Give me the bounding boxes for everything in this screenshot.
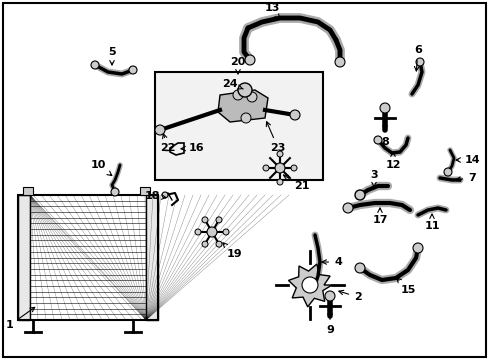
Circle shape	[216, 217, 222, 223]
Circle shape	[155, 125, 164, 135]
Text: 17: 17	[371, 208, 387, 225]
Circle shape	[354, 263, 364, 273]
Text: 21: 21	[283, 175, 309, 191]
Bar	[146, 195, 158, 320]
Circle shape	[290, 165, 296, 171]
Text: 1: 1	[6, 307, 35, 330]
Circle shape	[342, 203, 352, 213]
Text: 16: 16	[181, 143, 203, 153]
Circle shape	[223, 229, 228, 235]
Circle shape	[302, 277, 317, 293]
Text: 8: 8	[380, 122, 388, 147]
Text: 10: 10	[90, 160, 112, 176]
Circle shape	[263, 165, 268, 171]
Circle shape	[325, 291, 334, 301]
Text: 19: 19	[223, 243, 242, 259]
Text: 2: 2	[338, 290, 361, 302]
Circle shape	[129, 66, 137, 74]
Text: 23: 23	[266, 122, 285, 153]
Circle shape	[162, 192, 168, 198]
Bar	[18, 195, 158, 320]
Bar	[18, 195, 30, 320]
Text: 12: 12	[385, 152, 400, 170]
Text: 20: 20	[230, 57, 245, 74]
Text: 11: 11	[424, 214, 439, 231]
Circle shape	[216, 241, 222, 247]
Circle shape	[415, 58, 423, 66]
Text: 13: 13	[264, 3, 279, 19]
Circle shape	[246, 92, 257, 102]
Text: 5: 5	[108, 47, 116, 65]
Text: 18: 18	[144, 191, 166, 201]
Polygon shape	[218, 90, 267, 122]
Text: 22: 22	[160, 134, 175, 153]
Circle shape	[334, 57, 345, 67]
Circle shape	[289, 110, 299, 120]
Text: 24: 24	[222, 79, 243, 89]
Circle shape	[276, 151, 283, 157]
Text: 15: 15	[396, 278, 415, 295]
Circle shape	[232, 90, 243, 100]
Circle shape	[206, 227, 217, 237]
Circle shape	[195, 229, 201, 235]
Circle shape	[241, 113, 250, 123]
Text: 9: 9	[325, 310, 333, 335]
Circle shape	[111, 188, 119, 196]
Text: 3: 3	[369, 170, 377, 187]
Circle shape	[379, 103, 389, 113]
Text: 14: 14	[455, 155, 479, 165]
Circle shape	[354, 190, 364, 200]
Polygon shape	[288, 264, 331, 307]
Bar	[155, 72, 323, 180]
Text: 4: 4	[322, 257, 341, 267]
Circle shape	[373, 136, 381, 144]
Circle shape	[412, 243, 422, 253]
Bar	[23, 187, 33, 195]
Circle shape	[238, 83, 251, 97]
Circle shape	[274, 163, 285, 173]
Bar	[140, 187, 150, 195]
Text: 6: 6	[413, 45, 421, 71]
Circle shape	[202, 217, 207, 223]
Circle shape	[244, 55, 254, 65]
Text: 7: 7	[455, 173, 475, 183]
Circle shape	[276, 179, 283, 185]
Circle shape	[91, 61, 99, 69]
Circle shape	[202, 241, 207, 247]
Circle shape	[443, 168, 451, 176]
